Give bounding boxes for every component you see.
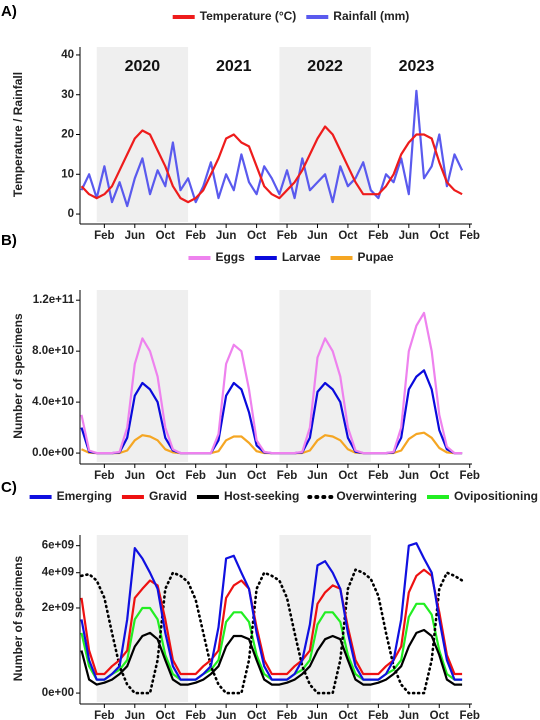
year-label: 2023: [399, 58, 435, 75]
x-tick-label: Jun: [125, 230, 145, 242]
x-tick-label: Feb: [277, 710, 297, 720]
shaded-year: [279, 290, 371, 462]
panel: 2020 2021 2022 2023 0 10 20 30 40 Feb Jun Oct Feb Jun…: [1, 3, 480, 242]
legend: Emerging Gravid Host-seeking Overwintering O…: [29, 489, 538, 503]
year-label: 2021: [216, 58, 252, 75]
panel-label: C): [1, 479, 17, 496]
legend-label: Host-seeking: [224, 489, 299, 503]
y-tick-label: 30: [61, 89, 74, 101]
y-tick-label: 6e+09: [42, 540, 74, 552]
year-label: 2022: [307, 58, 343, 75]
x-tick-label: Feb: [368, 470, 388, 482]
y-tick-label: 0: [68, 208, 74, 220]
legend-label: Pupae: [358, 250, 394, 264]
x-tick-label: Feb: [185, 230, 205, 242]
x-tick-label: Feb: [459, 230, 479, 242]
series-line: [80, 628, 463, 686]
x-tick-label: Jun: [399, 470, 419, 482]
x-tick-label: Oct: [338, 230, 357, 242]
legend-label: Gravid: [149, 489, 187, 503]
legend-label: Emerging: [57, 489, 112, 503]
x-tick-label: Jun: [216, 230, 236, 242]
legend-label: Overwintering: [336, 489, 417, 503]
y-tick-label: 8.0e+10: [32, 345, 74, 357]
year-label: 2020: [125, 58, 161, 75]
x-tick-label: Feb: [185, 470, 205, 482]
x-tick-label: Feb: [94, 470, 114, 482]
x-tick-label: Oct: [430, 470, 449, 482]
panel-label: B): [1, 232, 17, 249]
y-tick-label: 2e+09: [42, 602, 74, 614]
y-tick-label: 4.0e+10: [32, 396, 74, 408]
x-tick-label: Feb: [94, 710, 114, 720]
legend-label: Eggs: [215, 250, 245, 264]
legend: Eggs Larvae Pupae: [188, 250, 394, 264]
x-tick-label: Feb: [277, 470, 297, 482]
y-tick-label: 0.0e+00: [32, 447, 74, 459]
legend-label: Ovipositioning: [454, 489, 538, 503]
y-axis-label: Number of specimens: [11, 555, 25, 681]
panel: 0e+00 2e+09 4e+09 6e+09 Feb Jun Oct Feb Jun Oct Fe…: [1, 479, 538, 720]
x-tick-label: Jun: [125, 470, 145, 482]
x-tick-label: Jun: [399, 230, 419, 242]
y-tick-label: 4e+09: [42, 567, 74, 579]
series-line: [80, 89, 464, 208]
y-tick-label: 10: [61, 168, 74, 180]
x-tick-label: Feb: [368, 710, 388, 720]
x-tick-label: Oct: [156, 470, 175, 482]
series-line: [80, 542, 463, 681]
legend-label: Rainfall (mm): [333, 9, 409, 23]
y-tick-label: 0e+00: [42, 687, 74, 699]
legend-label: Larvae: [282, 250, 321, 264]
x-tick-label: Feb: [459, 710, 479, 720]
x-tick-label: Jun: [307, 230, 327, 242]
y-tick-label: 1.2e+11: [33, 294, 75, 306]
panel: 0.0e+00 4.0e+10 8.0e+10 1.2e+11 Feb Jun Oct Feb…: [1, 232, 480, 482]
x-tick-label: Oct: [247, 710, 266, 720]
x-tick-label: Feb: [368, 230, 388, 242]
x-tick-label: Oct: [430, 230, 449, 242]
x-tick-label: Oct: [338, 710, 357, 720]
shaded-year: [96, 290, 189, 462]
x-tick-label: Jun: [125, 710, 145, 720]
panel-label: A): [1, 3, 17, 20]
legend: Temperature (°C) Rainfall (mm): [172, 9, 409, 23]
x-tick-label: Oct: [247, 230, 266, 242]
y-tick-label: 40: [61, 49, 74, 61]
series-line: [80, 125, 463, 204]
x-tick-label: Feb: [277, 230, 297, 242]
x-tick-label: Jun: [307, 710, 327, 720]
shaded-year: [279, 535, 371, 702]
y-tick-label: 20: [61, 129, 74, 141]
x-tick-label: Jun: [216, 710, 236, 720]
x-tick-label: Oct: [430, 710, 449, 720]
x-tick-label: Jun: [307, 470, 327, 482]
x-tick-label: Jun: [216, 470, 236, 482]
x-tick-label: Feb: [185, 710, 205, 720]
y-axis-label: Number of specimens: [11, 313, 25, 439]
shaded-year: [96, 47, 189, 222]
series-line: [80, 311, 463, 455]
x-tick-label: Feb: [459, 470, 479, 482]
x-tick-label: Feb: [94, 230, 114, 242]
x-tick-label: Oct: [247, 470, 266, 482]
x-tick-label: Oct: [338, 470, 357, 482]
x-tick-label: Oct: [156, 710, 175, 720]
y-axis-label: Temperature / Rainfall: [11, 72, 25, 197]
x-tick-label: Jun: [399, 710, 419, 720]
series-line: [80, 568, 464, 695]
x-tick-label: Oct: [156, 230, 175, 242]
series-line: [80, 568, 463, 676]
legend-label: Temperature (°C): [200, 9, 297, 23]
